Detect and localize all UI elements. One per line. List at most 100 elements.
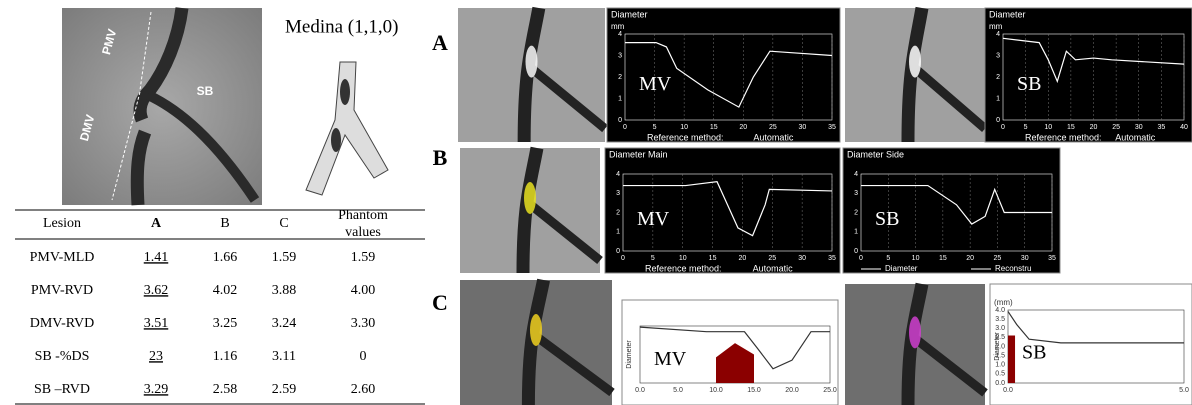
table-cell: 3.30: [351, 316, 376, 331]
table-cell: 3.88: [272, 283, 297, 298]
table-cell: 3.25: [213, 316, 238, 331]
table-header: A: [151, 216, 162, 231]
x-tick-label: 15: [709, 255, 717, 262]
plot-unit: (mm): [994, 298, 1013, 307]
y-tick-label: 4: [616, 171, 620, 178]
method-value: Automatic: [753, 132, 794, 142]
table-cell: 23: [149, 349, 163, 364]
table-cell: 4.00: [351, 283, 376, 298]
table-cell: 4.02: [213, 283, 238, 298]
x-tick-label: 35: [1048, 255, 1056, 262]
x-tick-label: 0: [623, 124, 627, 131]
legend-entry: Diameter: [885, 264, 918, 273]
y-axis-label: Diameter: [626, 340, 633, 369]
x-tick-label: 25: [769, 124, 777, 131]
y-tick-label: 2: [996, 74, 1000, 81]
table-cell: 2.60: [351, 382, 376, 397]
method-value: Automatic: [1115, 132, 1156, 142]
phantom-image: [62, 8, 262, 205]
y-tick-label: 3.0: [995, 325, 1005, 332]
vessel-name: MV: [639, 73, 672, 95]
table-cell: PMV-RVD: [31, 283, 93, 298]
x-tick-label: 5.0: [673, 387, 683, 394]
vessel: [137, 132, 145, 205]
x-tick-label: 20: [739, 124, 747, 131]
x-tick-label: 5.0: [1179, 387, 1189, 394]
x-tick-label: 35: [1157, 124, 1165, 131]
y-tick-label: 2: [616, 209, 620, 216]
vessel-name: MV: [637, 208, 670, 230]
table-cell: 2.58: [213, 382, 238, 397]
y-tick-label: 3: [854, 190, 858, 197]
y-tick-label: 3: [618, 52, 622, 59]
medina-label: Medina (1,1,0): [285, 16, 398, 37]
lesion: [340, 79, 350, 105]
x-tick-label: 5: [1024, 124, 1028, 131]
x-tick-label: 15: [939, 255, 947, 262]
y-axis-label: Diameter: [994, 332, 1001, 361]
table-cell: 3.29: [144, 382, 169, 397]
table-header: C: [279, 216, 288, 231]
header-text: Phantom: [338, 208, 388, 223]
y-tick-label: 0: [618, 117, 622, 124]
vessel-label: SB: [197, 84, 214, 98]
table-cell: 0: [360, 349, 367, 364]
y-tick-label: 4: [618, 31, 622, 38]
area-fill: [1008, 336, 1015, 383]
x-tick-label: 5: [886, 255, 890, 262]
x-tick-label: 20: [739, 255, 747, 262]
x-tick-label: 30: [799, 124, 807, 131]
panel-label: B: [433, 145, 448, 170]
table-cell: SB -%DS: [35, 349, 90, 364]
y-tick-label: 1: [996, 95, 1000, 102]
x-tick-label: 20: [1090, 124, 1098, 131]
table-cell: 1.59: [272, 250, 297, 265]
plot-unit: mm: [611, 22, 625, 31]
x-tick-label: 25.0: [823, 387, 837, 394]
y-tick-label: 4.0: [995, 307, 1005, 314]
table-header: Phantom values: [338, 208, 388, 240]
x-tick-label: 10: [912, 255, 920, 262]
method-value: Automatic: [753, 263, 794, 273]
table-cell: 3.24: [272, 316, 297, 331]
x-tick-label: 0: [621, 255, 625, 262]
y-tick-label: 0: [854, 248, 858, 255]
y-tick-label: 0: [996, 117, 1000, 124]
table-cell: 2.59: [272, 382, 297, 397]
vessel-name: MV: [654, 348, 687, 370]
x-tick-label: 30: [1135, 124, 1143, 131]
x-tick-label: 30: [798, 255, 806, 262]
x-tick-label: 30: [1021, 255, 1029, 262]
table-cell: 1.66: [213, 250, 238, 265]
figure: PMVSBDMVMedina (1,1,0)LesionABCPhantomva…: [0, 0, 1192, 405]
x-tick-label: 0.0: [635, 387, 645, 394]
y-tick-label: 3.5: [995, 316, 1005, 323]
table-cell: 3.62: [144, 283, 169, 298]
x-tick-label: 5: [653, 124, 657, 131]
table-header: Lesion: [43, 216, 81, 231]
header-text: values: [345, 225, 381, 240]
vessel-name: SB: [1017, 73, 1041, 95]
legend-entry: Reconstru: [995, 264, 1031, 273]
lesion-overlay: [530, 314, 542, 346]
table-cell: 3.51: [144, 316, 169, 331]
x-tick-label: 25: [994, 255, 1002, 262]
x-tick-label: 10.0: [709, 387, 723, 394]
x-tick-label: 0.0: [1003, 387, 1013, 394]
table-cell: 1.59: [351, 250, 376, 265]
lesion-overlay: [909, 46, 921, 78]
x-tick-label: 25: [1112, 124, 1120, 131]
x-tick-label: 0: [1001, 124, 1005, 131]
table-cell: 1.41: [144, 250, 169, 265]
x-tick-label: 25: [768, 255, 776, 262]
y-tick-label: 3: [996, 52, 1000, 59]
x-tick-label: 40: [1180, 124, 1188, 131]
table-cell: SB –RVD: [34, 382, 90, 397]
method-label: Reference method:: [647, 132, 724, 142]
y-tick-label: 4: [854, 171, 858, 178]
vessel-name: SB: [1022, 341, 1046, 363]
x-tick-label: 35: [828, 255, 836, 262]
x-tick-label: 20.0: [785, 387, 799, 394]
panel-label: A: [432, 30, 448, 55]
y-tick-label: 0.5: [995, 371, 1005, 378]
